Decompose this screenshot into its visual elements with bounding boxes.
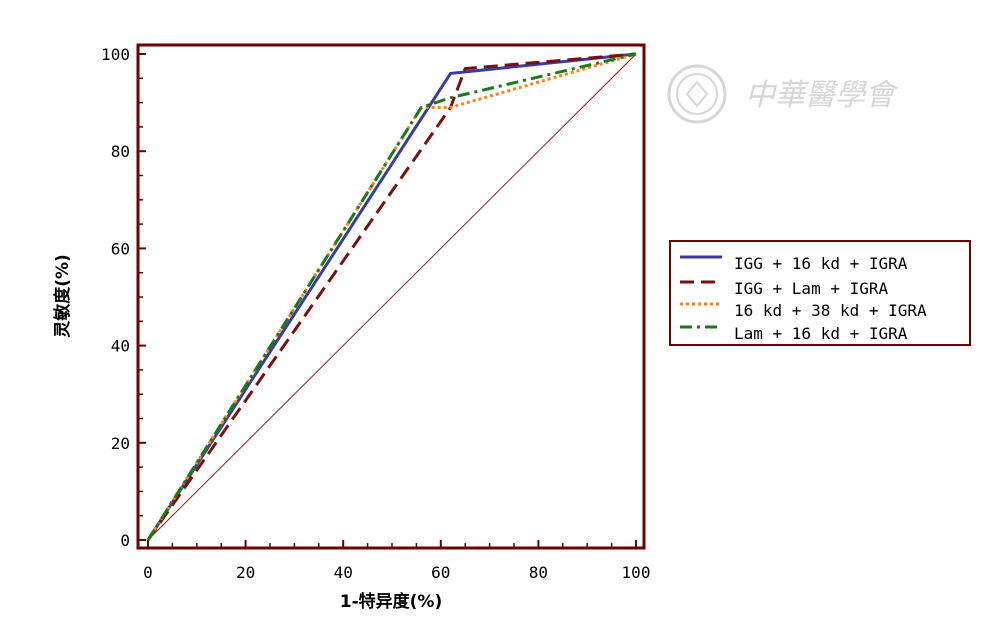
watermark-seal-mark xyxy=(685,80,709,108)
y-tick-label: 20 xyxy=(111,434,130,453)
series-line-2 xyxy=(146,52,637,541)
reference-diagonal-line xyxy=(147,53,637,541)
y-tick-label: 0 xyxy=(120,531,130,550)
plot-frame xyxy=(136,43,646,550)
y-axis-title: 灵敏度(%) xyxy=(52,254,73,338)
x-tick-label: 20 xyxy=(236,563,255,582)
series-line-3 xyxy=(146,52,637,541)
series-line-4 xyxy=(146,52,637,541)
x-tick-label: 60 xyxy=(431,563,450,582)
x-tick-label: 80 xyxy=(529,563,548,582)
watermark: 中華醫學會 xyxy=(667,64,899,124)
y-tick-label: 40 xyxy=(111,337,130,356)
y-tick-label: 80 xyxy=(111,142,130,161)
watermark-text: 中華醫學會 xyxy=(745,78,899,113)
watermark-seal-icon xyxy=(667,64,727,124)
legend: IGG + 16 kd + IGRA IGG + Lam + IGRA 16 kd … xyxy=(669,240,971,346)
axes: 0 20 40 60 80 100 0 20 40 60 80 100 xyxy=(101,45,650,582)
legend-items: IGG + 16 kd + IGRA IGG + Lam + IGRA 16 kd … xyxy=(680,254,927,343)
x-tick-label: 100 xyxy=(622,563,651,582)
x-tick-label: 0 xyxy=(143,563,153,582)
watermark-seal-inner xyxy=(676,73,718,115)
series-lines xyxy=(146,52,637,541)
y-tick-label: 60 xyxy=(111,239,130,258)
y-tick-label: 100 xyxy=(101,45,130,64)
x-tick-label: 40 xyxy=(334,563,353,582)
legend-label-2: IGG + Lam + IGRA xyxy=(734,279,888,298)
legend-label-4: Lam + 16 kd + IGRA xyxy=(734,324,908,343)
x-axis-title: 1-特异度(%) xyxy=(340,591,442,612)
legend-label-3: 16 kd + 38 kd + IGRA xyxy=(734,301,927,320)
legend-label-1: IGG + 16 kd + IGRA xyxy=(734,254,908,273)
